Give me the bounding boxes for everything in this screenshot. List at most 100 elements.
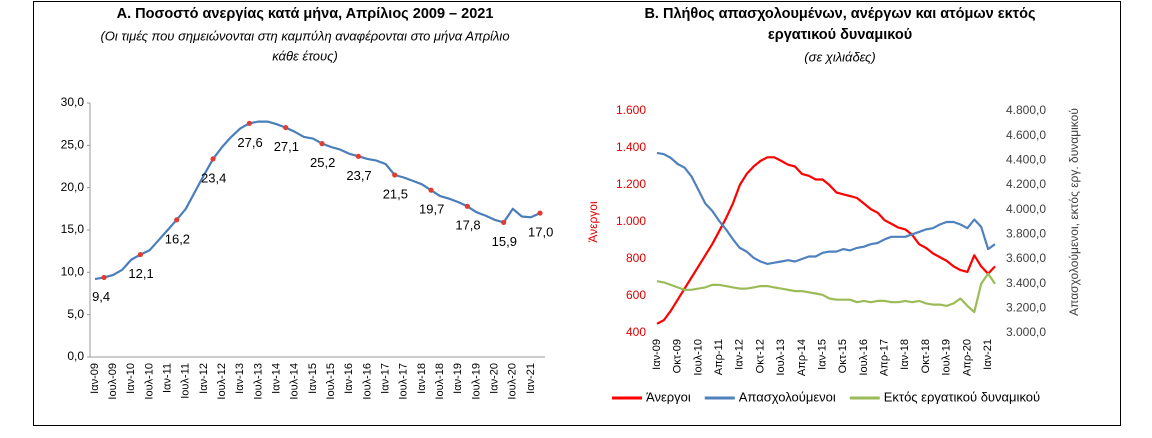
- frame: [33, 1, 1121, 426]
- x-tick-label: Οκτ-15: [837, 339, 849, 373]
- x-tick-label: Ιαν-12: [198, 363, 210, 394]
- x-tick-label: Ιουλ-09: [107, 363, 119, 400]
- x-tick-label: Ιαν-14: [271, 363, 283, 394]
- x-tick-label: Ιαν-18: [416, 363, 428, 394]
- marker: [464, 203, 470, 209]
- x-tick-label: Ιουλ-16: [361, 363, 373, 400]
- series-line: [94, 120, 541, 281]
- marker: [137, 251, 144, 258]
- y2-tick-label: 4.400,0: [1006, 153, 1046, 167]
- x-tick-label: Ιαν-21: [525, 363, 537, 394]
- y-tick-label: 0,0: [67, 349, 84, 363]
- series-line: [656, 151, 996, 265]
- y-tick-label: 1.000: [616, 214, 646, 228]
- y-tick-label: 1.600: [616, 103, 646, 117]
- x-tick-label: Ιουλ-10: [692, 339, 704, 376]
- x-tick-label: Ιουλ-16: [858, 339, 870, 376]
- x-tick-label: Ιαν-19: [452, 363, 464, 394]
- marker: [283, 124, 289, 131]
- x-tick-label: Οκτ-09: [672, 339, 684, 373]
- value-label: 23,7: [346, 168, 371, 183]
- x-tick-label: Ιουλ-20: [507, 363, 519, 400]
- y-tick-label: 30,0: [61, 95, 85, 109]
- x-tick-label: Ιαν-18: [899, 339, 911, 370]
- x-tick-label: Ιουλ-17: [398, 363, 410, 400]
- x-tick-label: Οκτ-12: [754, 339, 766, 373]
- y2-tick-label: 4.600,0: [1006, 128, 1046, 142]
- marker: [428, 187, 434, 193]
- y2-tick-label: 4.800,0: [1006, 103, 1046, 117]
- x-tick-label: Ιουλ-19: [941, 339, 953, 376]
- x-tick-label: Ιουλ-13: [775, 339, 787, 376]
- y2-tick-label: 3.200,0: [1006, 301, 1046, 315]
- series-line: [656, 272, 996, 314]
- x-tick-label: Απρ-17: [879, 339, 891, 376]
- marker: [246, 120, 252, 126]
- y-tick-label: 800: [626, 251, 646, 265]
- chart-subtitle: κάθε έτους): [272, 48, 338, 63]
- y-tick-label: 20,0: [61, 180, 85, 194]
- x-tick-label: Ιαν-09: [89, 363, 101, 394]
- x-tick-label: Ιουλ-10: [143, 363, 155, 400]
- series-line: [656, 156, 996, 325]
- x-tick-label: Ιουλ-11: [180, 363, 192, 399]
- value-label: 19,7: [419, 202, 444, 217]
- legend-label: Εκτός εργατικού δυναμικού: [884, 389, 1040, 404]
- marker: [392, 172, 398, 178]
- x-tick-label: Ιαν-10: [125, 363, 137, 394]
- chart-subtitle: (σε χιλιάδες): [804, 49, 875, 64]
- x-tick-label: Ιαν-15: [307, 363, 319, 394]
- marker: [501, 219, 507, 225]
- value-label: 17,8: [455, 218, 480, 233]
- x-tick-label: Απρ-20: [961, 339, 973, 376]
- y2-tick-label: 3.600,0: [1006, 251, 1046, 265]
- marker: [355, 153, 361, 159]
- value-label: 25,2: [310, 155, 335, 170]
- x-tick-label: Ιαν-17: [380, 363, 392, 394]
- y2-tick-label: 3.000,0: [1006, 325, 1046, 339]
- value-label: 16,2: [165, 231, 190, 246]
- value-label: 27,6: [237, 135, 262, 150]
- x-tick-label: Ιαν-20: [488, 363, 500, 394]
- y2-tick-label: 3.800,0: [1006, 227, 1046, 241]
- y2-tick-label: 4.200,0: [1006, 177, 1046, 191]
- value-label: 9,4: [92, 289, 110, 304]
- marker: [319, 141, 325, 147]
- x-tick-label: Ιαν-16: [343, 363, 355, 394]
- y-tick-label: 1.400: [616, 140, 646, 154]
- x-tick-label: Ιουλ-12: [216, 363, 228, 400]
- x-tick-label: Οκτ-18: [920, 339, 932, 373]
- value-label: 15,9: [492, 234, 517, 249]
- value-label: 27,1: [274, 139, 299, 154]
- y-tick-label: 15,0: [61, 222, 85, 236]
- value-label: 12,1: [128, 266, 153, 281]
- x-tick-label: Απρ-11: [713, 339, 725, 375]
- chart-subtitle: (Οι τιμές που σημειώνονται στη καμπύλη α…: [100, 28, 509, 43]
- y-axis-title: Άνεργοι: [586, 201, 600, 243]
- x-tick-label: Ιαν-11: [162, 363, 174, 393]
- x-tick-label: Ιουλ-15: [325, 363, 337, 400]
- y-tick-label: 400: [626, 325, 646, 339]
- marker: [101, 274, 107, 281]
- value-label: 23,4: [201, 170, 226, 185]
- x-tick-label: Ιουλ-18: [434, 363, 446, 400]
- y-tick-label: 25,0: [61, 138, 85, 152]
- y-tick-label: 600: [626, 288, 646, 302]
- y2-tick-label: 4.000,0: [1006, 202, 1046, 216]
- y-tick-label: 10,0: [61, 265, 85, 279]
- y2-tick-label: 3.400,0: [1006, 276, 1046, 290]
- value-label: 21,5: [383, 186, 408, 201]
- x-tick-label: Ιουλ-19: [470, 363, 482, 400]
- legend-label: Απασχολούμενοι: [739, 389, 836, 404]
- y2-axis-title: Απασχολούμενοι, εκτός εργ. δυναμικού: [1067, 108, 1081, 316]
- chart-title: Α. Ποσοστό ανεργίας κατά μήνα, Απρίλιος …: [117, 6, 494, 22]
- x-tick-label: Ιαν-09: [651, 339, 663, 370]
- x-tick-label: Απρ-14: [796, 339, 808, 376]
- x-tick-label: Ιουλ-13: [252, 363, 264, 400]
- y-tick-label: 1.200: [616, 177, 646, 191]
- x-tick-label: Ιαν-21: [982, 339, 994, 370]
- chart-title: Β. Πλήθος απασχολουμένων, ανέργων και ατ…: [644, 6, 1035, 22]
- chart-title: εργατικού δυναμικού: [768, 27, 912, 43]
- x-tick-label: Ιαν-13: [234, 363, 246, 394]
- x-tick-label: Ιουλ-14: [289, 363, 301, 400]
